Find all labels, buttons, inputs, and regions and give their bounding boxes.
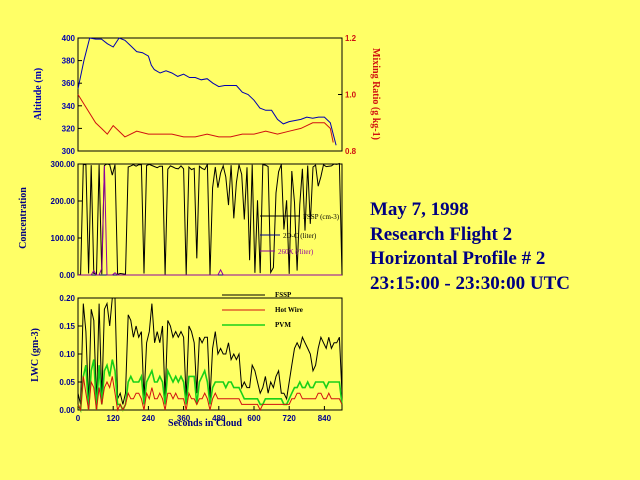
x-tick-label: 720 xyxy=(283,414,297,423)
altitude-tick-label: 320 xyxy=(62,124,76,133)
panel-concentration: 0.00 100.00 200.00 300.00 Concentration FSS… xyxy=(18,160,343,280)
concentration-tick-label: 200.00 xyxy=(51,197,76,206)
x-tick-label: 840 xyxy=(318,414,332,423)
legend-label-lwc-fssp: FSSP xyxy=(275,291,292,299)
altitude-tick-label: 400 xyxy=(62,34,76,43)
altitude-line xyxy=(77,37,337,146)
mixing-ratio-tick-label: 1.2 xyxy=(345,34,357,43)
mixing-ratio-line xyxy=(77,94,334,143)
flight-caption: May 7, 1998 Research Flight 2 Horizontal… xyxy=(370,198,632,296)
x-tick-label: 600 xyxy=(247,414,261,423)
x-axis-label: Seconds in Cloud xyxy=(168,418,242,429)
lwc-tick-label: 0.10 xyxy=(59,350,75,359)
altitude-axis-label: Altitude (m) xyxy=(33,68,44,121)
concentration-legend: FSSP (cm-3) 2D-C (liter) 260X (/liter) xyxy=(260,213,340,256)
legend-label-twodx: 260X (/liter) xyxy=(278,248,314,256)
altitude-tick-label: 300 xyxy=(62,147,76,156)
legend-label-fssp: FSSP (cm-3) xyxy=(303,213,340,221)
lwc-tick-label: 0.20 xyxy=(59,294,75,303)
caption-time: 23:15:00 - 23:30:00 UTC xyxy=(370,272,571,294)
panel-lwc: 0.00 0.05 0.10 0.15 0.20 0 120 240 360 480 600 720… xyxy=(30,291,343,429)
caption-flight: Research Flight 2 xyxy=(370,223,513,245)
lwc-tick-label: 0.05 xyxy=(59,378,75,387)
mixing-ratio-tick-label: 1.0 xyxy=(345,91,357,100)
x-tick-label: 360 xyxy=(177,414,191,423)
x-tick-label: 0 xyxy=(76,414,81,423)
lwc-tick-label: 0.00 xyxy=(59,406,75,415)
concentration-tick-label: 100.00 xyxy=(51,234,76,243)
hotwire-lwc-line xyxy=(77,376,343,412)
legend-label-lwc-pvm: PVM xyxy=(275,321,291,329)
concentration-tick-label: 0.00 xyxy=(59,271,75,280)
x-tick-label: 240 xyxy=(142,414,156,423)
caption-date: May 7, 1998 xyxy=(370,199,469,220)
twodx-concentration-line xyxy=(78,165,342,276)
mixing-ratio-axis-label: Mixing Ratio (g kg-1) xyxy=(370,48,381,140)
caption-profile: Horizontal Profile # 2 xyxy=(370,248,546,269)
altitude-tick-label: 340 xyxy=(62,102,76,111)
panel-altitude-frame xyxy=(77,37,343,152)
lwc-tick-label: 0.15 xyxy=(59,322,75,331)
legend-label-lwc-hotwire: Hot Wire xyxy=(275,306,303,314)
lwc-legend: FSSP Hot Wire PVM xyxy=(222,291,303,329)
panel-altitude: 300 320 340 360 380 400 0.8 1.0 1.2 Altitude (m… xyxy=(33,34,381,156)
concentration-axis-label: Concentration xyxy=(18,187,29,249)
x-tick-label: 120 xyxy=(107,414,121,423)
altitude-tick-label: 380 xyxy=(62,57,76,66)
x-tick-label: 480 xyxy=(212,414,226,423)
legend-label-twodc: 2D-C (liter) xyxy=(283,232,317,240)
concentration-tick-label: 300.00 xyxy=(51,160,76,169)
mixing-ratio-tick-label: 0.8 xyxy=(345,147,357,156)
altitude-tick-label: 360 xyxy=(62,79,76,88)
lwc-axis-label: LWC (gm-3) xyxy=(30,328,41,382)
